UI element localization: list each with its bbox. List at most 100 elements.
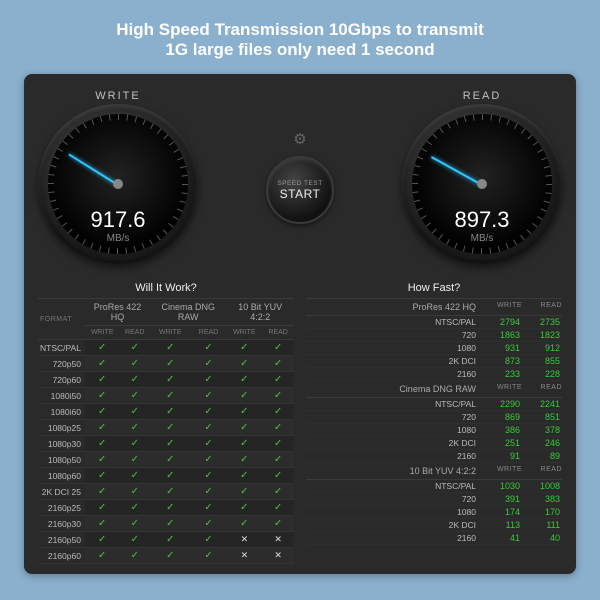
check-icon: ✓: [98, 438, 106, 449]
table-row: 2160p50✓✓✓✓✕✕: [38, 532, 294, 548]
hf-row: 2160233228: [306, 368, 562, 381]
table-row: 2K DCI 25 ✓ ✓ ✓ ✓ ✓ ✓: [38, 484, 294, 500]
check-icon: ✓: [240, 486, 248, 497]
check-icon: ✓: [131, 374, 139, 385]
codec-header-2: 10 Bit YUV 4:2:2: [226, 299, 294, 326]
will-it-work-table: FORMAT ProRes 422 HQ Cinema DNG RAW 10 B…: [38, 299, 294, 564]
check-icon: ✓: [204, 518, 212, 529]
table-row: 2160p60✓✓✓✓✕✕: [38, 548, 294, 564]
check-icon: ✓: [204, 502, 212, 513]
row-label: 2160p50: [38, 532, 85, 548]
check-icon: ✓: [131, 454, 139, 465]
check-icon: ✓: [240, 342, 248, 353]
write-unit: MB/s: [90, 233, 145, 244]
hf-row: NTSC/PAL10301008: [306, 480, 562, 493]
table-row: 720p50✓✓✓✓✓✓: [38, 356, 294, 372]
check-icon: ✓: [166, 406, 174, 417]
start-small: SPEED TEST: [277, 180, 322, 187]
check-icon: ✓: [274, 518, 282, 529]
check-icon: ✓: [240, 358, 248, 369]
check-icon: ✓: [274, 358, 282, 369]
check-icon: ✓: [98, 518, 106, 529]
check-icon: ✓: [131, 422, 139, 433]
check-icon: ✓: [204, 550, 212, 561]
speed-test-window: WRITE 917.6 MB/s ⚙ SPEED TEST START READ: [24, 74, 576, 574]
write-label: WRITE: [38, 90, 198, 102]
cross-icon: ✕: [241, 534, 249, 544]
check-icon: ✓: [131, 438, 139, 449]
table-row: 1080p30✓✓✓✓✓✓: [38, 436, 294, 452]
hf-row: 21609189: [306, 450, 562, 463]
check-icon: ✓: [98, 374, 106, 385]
check-icon: ✓: [166, 422, 174, 433]
start-button[interactable]: SPEED TEST START: [266, 156, 334, 224]
check-icon: ✓: [98, 534, 106, 545]
read-readout: 897.3 MB/s: [454, 207, 509, 244]
hf-row: 1080931912: [306, 342, 562, 355]
check-icon: ✓: [240, 438, 248, 449]
write-value: 917.6: [90, 207, 145, 233]
table-row: 720p60✓✓✓✓✓✓: [38, 372, 294, 388]
panels: Will It Work? FORMAT ProRes 422 HQ Cinem…: [38, 278, 562, 564]
check-icon: ✓: [131, 486, 139, 497]
check-icon: ✓: [204, 422, 212, 433]
hf-group-header: Cinema DNG RAWWRITEREAD: [306, 381, 562, 398]
check-icon: ✓: [131, 550, 139, 561]
read-gauge-wrap: READ 897.3 MB/s: [402, 90, 562, 264]
check-icon: ✓: [240, 470, 248, 481]
row-label: 1080i50: [38, 388, 85, 404]
check-icon: ✓: [131, 470, 139, 481]
format-header: FORMAT: [38, 299, 85, 340]
check-icon: ✓: [240, 518, 248, 529]
check-icon: ✓: [204, 486, 212, 497]
gear-icon[interactable]: ⚙: [293, 130, 306, 148]
check-icon: ✓: [204, 406, 212, 417]
row-label: 2160p60: [38, 548, 85, 564]
check-icon: ✓: [240, 406, 248, 417]
check-icon: ✓: [166, 486, 174, 497]
check-icon: ✓: [204, 374, 212, 385]
row-label: 1080p60: [38, 468, 85, 484]
read-value: 897.3: [454, 207, 509, 233]
how-fast-body: ProRes 422 HQWRITEREADNTSC/PAL2794273572…: [306, 299, 562, 545]
table-row: 1080p60✓✓✓✓✓✓: [38, 468, 294, 484]
check-icon: ✓: [274, 486, 282, 497]
cross-icon: ✕: [241, 550, 249, 560]
hf-row: 720869851: [306, 411, 562, 424]
hf-row: 2K DCI251246: [306, 437, 562, 450]
table-row: NTSC/PAL✓✓✓✓✓✓: [38, 340, 294, 356]
row-label: 1080p30: [38, 436, 85, 452]
hf-group-header: 10 Bit YUV 4:2:2WRITEREAD: [306, 463, 562, 480]
check-icon: ✓: [240, 390, 248, 401]
hf-row: 2K DCI873855: [306, 355, 562, 368]
check-icon: ✓: [98, 390, 106, 401]
center-controls: ⚙ SPEED TEST START: [266, 130, 334, 224]
check-icon: ✓: [166, 534, 174, 545]
codec-header-0: ProRes 422 HQ: [85, 299, 150, 326]
check-icon: ✓: [274, 438, 282, 449]
check-icon: ✓: [166, 374, 174, 385]
will-it-work-panel: Will It Work? FORMAT ProRes 422 HQ Cinem…: [38, 278, 294, 564]
check-icon: ✓: [240, 454, 248, 465]
check-icon: ✓: [166, 502, 174, 513]
check-icon: ✓: [131, 390, 139, 401]
read-gauge: 897.3 MB/s: [402, 104, 562, 264]
row-label: 2160p30: [38, 516, 85, 532]
check-icon: ✓: [166, 358, 174, 369]
table-row: 2160p25✓✓✓✓✓✓: [38, 500, 294, 516]
check-icon: ✓: [274, 422, 282, 433]
check-icon: ✓: [98, 486, 106, 497]
row-label: 2K DCI 25: [38, 484, 85, 500]
hf-row: 1080174170: [306, 506, 562, 519]
read-label: READ: [402, 90, 562, 102]
check-icon: ✓: [131, 502, 139, 513]
check-icon: ✓: [98, 406, 106, 417]
check-icon: ✓: [274, 470, 282, 481]
check-icon: ✓: [98, 358, 106, 369]
check-icon: ✓: [240, 422, 248, 433]
hf-row: 720391383: [306, 493, 562, 506]
check-icon: ✓: [166, 454, 174, 465]
check-icon: ✓: [274, 374, 282, 385]
check-icon: ✓: [98, 502, 106, 513]
check-icon: ✓: [131, 534, 139, 545]
